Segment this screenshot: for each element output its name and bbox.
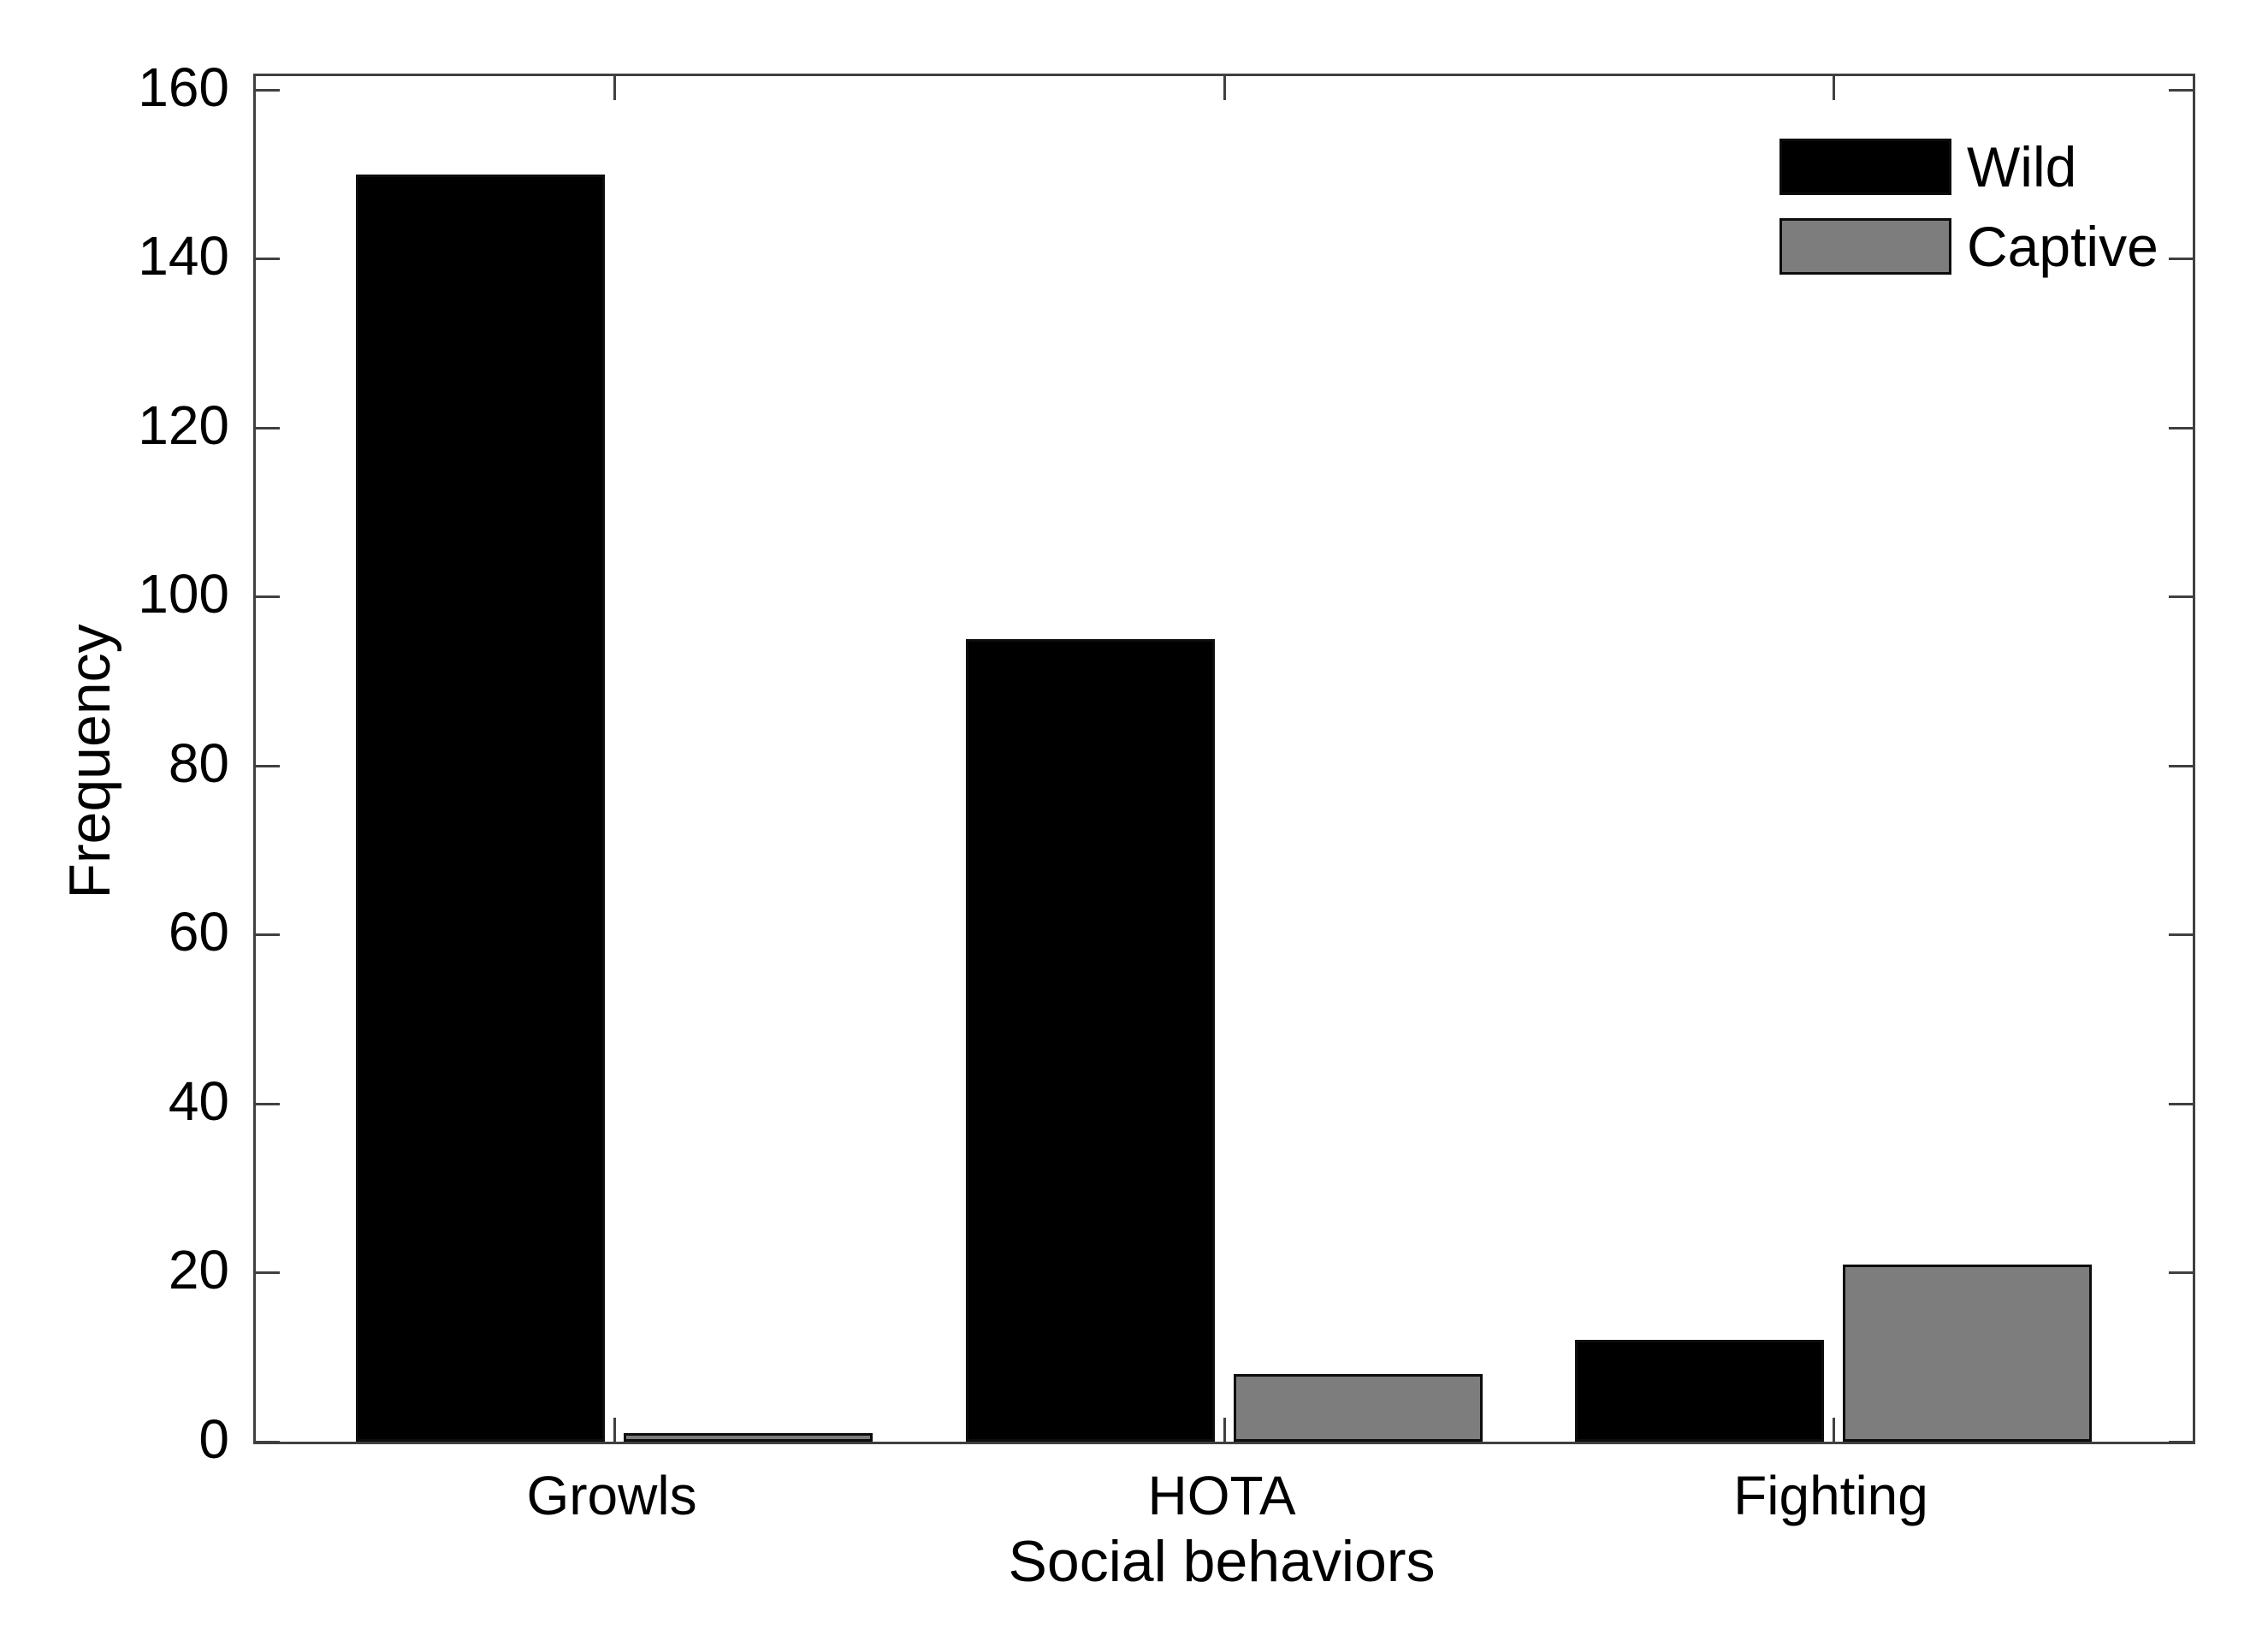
y-tick-right [2169,1271,2193,1274]
legend-entry-captive: Captive [1779,216,2158,276]
y-tick [256,1271,280,1274]
y-tick-label: 120 [138,394,229,456]
y-tick [256,258,280,260]
bar-captive-growls [624,1433,873,1442]
bar-captive-fighting [1843,1265,2092,1442]
y-tick-right [2169,258,2193,260]
y-tick [256,89,280,92]
y-tick-right [2169,765,2193,767]
plot-area [253,74,2195,1444]
x-tick-label: HOTA [1147,1465,1296,1526]
y-tick [256,933,280,936]
y-tick-label: 0 [198,1408,229,1470]
y-tick-right [2169,89,2193,92]
y-tick-right [2169,595,2193,598]
y-tick-label: 60 [168,901,229,963]
y-tick [256,595,280,598]
legend-label-captive: Captive [1967,215,2158,278]
bar-wild-fighting [1575,1340,1824,1442]
y-tick-right [2169,1441,2193,1443]
bar-wild-growls [356,175,605,1442]
x-tick-top [1223,76,1226,100]
x-tick [1833,1418,1835,1442]
x-axis-title: Social behaviors [1008,1529,1436,1594]
x-tick-top [1833,76,1835,100]
y-tick [256,1103,280,1105]
legend-entry-wild: Wild [1779,137,2158,197]
legend-swatch-wild [1779,139,1951,195]
y-tick-label: 140 [138,225,229,287]
legend-label-wild: Wild [1967,135,2077,198]
x-tick [1223,1418,1226,1442]
y-tick-label: 40 [168,1070,229,1132]
x-tick-label: Growls [526,1465,697,1526]
y-tick [256,1441,280,1443]
y-tick-right [2169,933,2193,936]
y-tick [256,427,280,430]
legend: Wild Captive [1779,137,2158,276]
x-tick-top [613,76,616,100]
bar-wild-hota [966,639,1215,1442]
x-tick-label: Fighting [1733,1465,1928,1526]
y-tick-label: 20 [168,1239,229,1300]
legend-swatch-captive [1779,218,1951,275]
y-tick-label: 100 [138,563,229,625]
bar-captive-hota [1234,1374,1483,1442]
x-tick [613,1418,616,1442]
y-tick-right [2169,427,2193,430]
y-tick [256,765,280,767]
y-tick-right [2169,1103,2193,1105]
y-tick-label: 160 [138,56,229,118]
y-tick-label: 80 [168,732,229,794]
